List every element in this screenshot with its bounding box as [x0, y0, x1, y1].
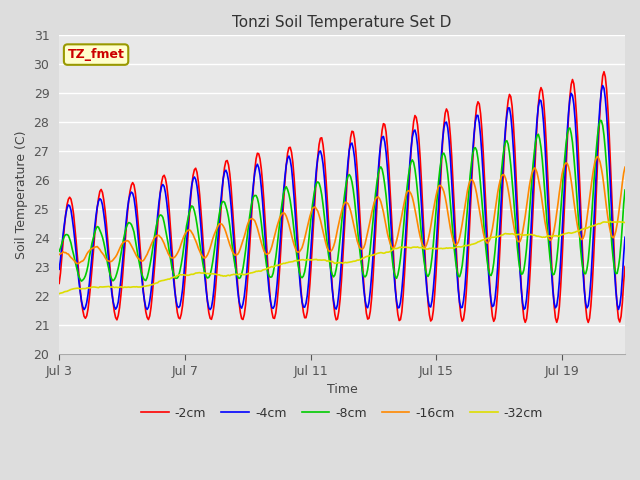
-16cm	[449, 238, 457, 243]
-32cm	[503, 231, 511, 237]
-4cm	[599, 83, 607, 88]
-2cm	[584, 320, 592, 325]
-4cm	[100, 211, 108, 217]
-16cm	[575, 231, 583, 237]
-8cm	[493, 234, 500, 240]
-2cm	[383, 143, 391, 149]
-2cm	[503, 109, 511, 115]
-8cm	[504, 142, 512, 147]
-8cm	[77, 278, 85, 284]
-2cm	[448, 154, 456, 159]
-4cm	[621, 234, 629, 240]
-4cm	[504, 105, 512, 111]
-16cm	[504, 187, 512, 192]
-32cm	[383, 249, 391, 255]
-8cm	[621, 187, 629, 193]
-16cm	[74, 261, 81, 266]
-8cm	[385, 220, 392, 226]
-2cm	[621, 264, 629, 269]
-2cm	[55, 280, 63, 286]
Line: -32cm: -32cm	[59, 221, 625, 294]
-4cm	[575, 191, 583, 197]
-16cm	[493, 199, 500, 204]
-8cm	[100, 240, 108, 245]
-32cm	[448, 245, 456, 251]
Line: -4cm: -4cm	[59, 85, 625, 310]
-8cm	[596, 118, 604, 123]
-2cm	[574, 135, 582, 141]
-4cm	[385, 183, 392, 189]
Line: -16cm: -16cm	[59, 156, 625, 264]
-2cm	[600, 69, 608, 74]
-16cm	[593, 154, 601, 159]
-16cm	[621, 164, 629, 170]
-4cm	[55, 266, 63, 272]
-32cm	[607, 218, 614, 224]
-16cm	[385, 236, 392, 241]
-4cm	[449, 202, 457, 207]
-16cm	[55, 252, 63, 257]
Line: -2cm: -2cm	[59, 72, 625, 323]
Line: -8cm: -8cm	[59, 120, 625, 281]
-32cm	[621, 220, 629, 226]
-8cm	[449, 232, 457, 238]
-4cm	[493, 283, 500, 288]
Text: TZ_fmet: TZ_fmet	[68, 48, 125, 61]
Legend: -2cm, -4cm, -8cm, -16cm, -32cm: -2cm, -4cm, -8cm, -16cm, -32cm	[136, 402, 548, 425]
X-axis label: Time: Time	[326, 383, 358, 396]
Y-axis label: Soil Temperature (C): Soil Temperature (C)	[15, 131, 28, 259]
Title: Tonzi Soil Temperature Set D: Tonzi Soil Temperature Set D	[232, 15, 452, 30]
-4cm	[80, 307, 88, 312]
-8cm	[55, 249, 63, 254]
-2cm	[99, 190, 106, 195]
-32cm	[55, 291, 63, 297]
-2cm	[491, 316, 499, 322]
-8cm	[575, 227, 583, 232]
-16cm	[100, 252, 108, 258]
-32cm	[574, 228, 582, 234]
-32cm	[99, 284, 106, 290]
-32cm	[491, 234, 499, 240]
